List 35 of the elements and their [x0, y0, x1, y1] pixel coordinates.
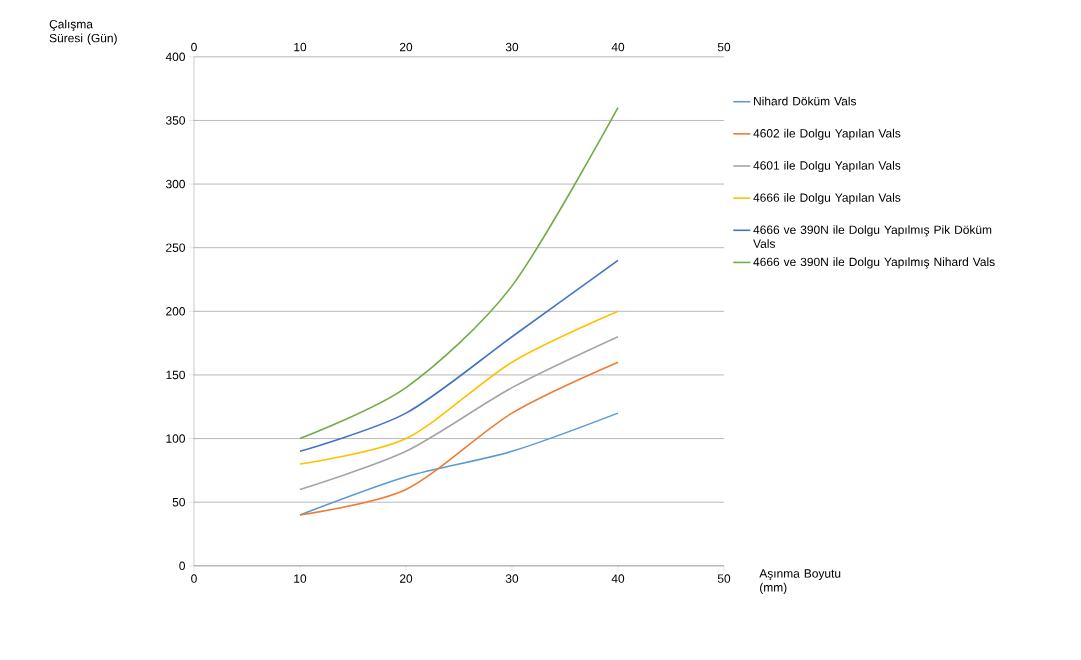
x2-tick-label: 0 [191, 574, 197, 583]
x2-tick-label: 10 [294, 574, 307, 583]
legend-label: 4666 ve 390N ile Dolgu Yapılmış Nihard Vals [753, 257, 995, 269]
y-tick-label: 150 [166, 370, 185, 380]
legend-label: Nihard Döküm Vals [754, 96, 857, 106]
y-axis-title: Çalışma Süresi (Gün) [49, 19, 117, 45]
line-series [299, 106, 619, 440]
y-tick-label: 350 [165, 116, 185, 125]
line-series [299, 412, 619, 516]
x2-tick-label: 20 [399, 574, 413, 583]
legend-label: 4601 ile Dolgu Yapılan Vals [753, 160, 901, 173]
x-tick-label: 40 [611, 42, 625, 52]
x2-tick-label: 30 [505, 574, 519, 583]
x-axis-title: Aşınma Boyutu (mm) [759, 569, 841, 594]
x-tick-label: 20 [399, 42, 413, 52]
x-tick-label: 30 [505, 42, 519, 52]
line-series [299, 310, 619, 465]
y-tick-label: 400 [165, 52, 185, 62]
y-tick-label: 50 [172, 497, 185, 507]
legend-label: 4666 ile Dolgu Yapılan Vals [753, 193, 901, 205]
line-series [299, 259, 619, 453]
x2-tick-label: 40 [611, 574, 625, 583]
legend-label: 4666 ve 390N ile Dolgu Yapılmış Pik Döküm Vals [753, 225, 992, 248]
line-series [299, 335, 619, 491]
y-tick-label: 0 [179, 561, 185, 571]
legend-label: 4602 ile Dolgu Yapılan Vals [753, 128, 901, 140]
y-tick-label: 300 [165, 179, 185, 189]
y-tick-label: 100 [166, 434, 185, 443]
x-tick-label: 10 [294, 42, 307, 52]
x-tick-label: 0 [191, 42, 197, 52]
x-tick-label: 50 [717, 42, 731, 52]
line-series [299, 361, 619, 516]
y-tick-label: 250 [166, 243, 185, 252]
y-tick-label: 200 [166, 307, 185, 316]
x2-tick-label: 50 [717, 574, 731, 583]
